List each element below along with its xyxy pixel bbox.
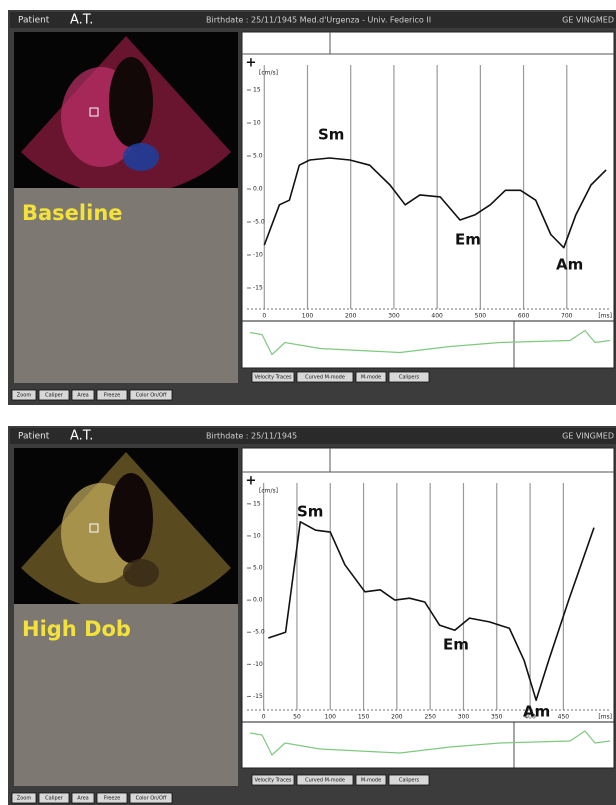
vendor: GE VINGMED (562, 432, 614, 441)
y-tick-label: -5.0 (253, 629, 265, 636)
y-tick-label: -15 (253, 693, 263, 700)
y-tick-label: 5.0 (253, 153, 263, 160)
x-unit: [ms] (598, 714, 612, 721)
wave-annotation: Am (523, 703, 550, 721)
y-tick-label: 15 (253, 500, 261, 507)
echo-cavity (109, 57, 153, 147)
tab-label[interactable]: M-mode (361, 375, 381, 381)
wave-annotation: Sm (297, 503, 323, 521)
button-label[interactable]: Area (77, 393, 89, 399)
wave-annotation: Am (556, 256, 583, 274)
monitor-panel: Patient A.T. Birthdate : 25/11/1945 Med.d'… (8, 10, 616, 405)
x-tick-label: 200 (391, 714, 403, 721)
birthdate: Birthdate : 25/11/1945 (206, 432, 297, 441)
screenshot: Patient A.T. Birthdate : 25/11/1945 Med.d'… (0, 0, 616, 805)
tab-label[interactable]: Velocity Traces (254, 778, 291, 784)
x-tick-label: 200 (345, 313, 357, 320)
y-tick-label: 0.0 (253, 186, 263, 193)
x-tick-label: 350 (491, 714, 503, 721)
button-label[interactable]: Zoom (17, 796, 32, 802)
y-tick-label: -5.0 (253, 219, 265, 226)
y-axis-plus: + (246, 56, 257, 71)
button-label[interactable]: Color On/Off (136, 393, 167, 399)
echo-flow (123, 143, 159, 171)
x-tick-label: 450 (558, 714, 570, 721)
button-label[interactable]: Caliper (45, 393, 64, 399)
tab-label[interactable]: M-mode (361, 778, 381, 784)
button-label[interactable]: Caliper (45, 796, 64, 802)
patient-name: A.T. (70, 13, 93, 28)
x-tick-label: 300 (458, 714, 470, 721)
x-tick-label: 600 (518, 313, 530, 320)
y-tick-label: 5.0 (253, 565, 263, 572)
patient-name: A.T. (70, 429, 93, 444)
y-unit: [cm/s] (259, 488, 278, 495)
button-label[interactable]: Zoom (17, 393, 32, 399)
wave-annotation: Sm (318, 126, 344, 144)
x-tick-label: 150 (358, 714, 370, 721)
x-tick-label: 700 (561, 313, 573, 320)
wave-annotation: Em (443, 636, 469, 654)
condition-label: High Dob (22, 617, 131, 641)
echo-cavity (109, 473, 153, 563)
button-label[interactable]: Area (77, 796, 89, 802)
tab-label[interactable]: Velocity Traces (254, 375, 291, 381)
x-tick-label: 300 (388, 313, 400, 320)
plot-window (242, 32, 614, 368)
x-tick-label: 500 (475, 313, 487, 320)
y-tick-label: 10 (253, 120, 261, 127)
y-tick-label: 10 (253, 532, 261, 539)
x-tick-label: 100 (302, 313, 314, 320)
y-tick-label: -10 (253, 661, 263, 668)
x-unit: [ms] (598, 313, 612, 320)
x-tick-label: 50 (293, 714, 301, 721)
monitor-panel: Patient A.T. Birthdate : 25/11/1945 GE VING… (8, 426, 616, 805)
y-tick-label: 15 (253, 87, 261, 94)
wave-annotation: Em (455, 231, 481, 249)
button-label[interactable]: Freeze (104, 796, 120, 802)
x-tick-label: 0 (262, 714, 266, 721)
y-tick-label: 0.0 (253, 597, 263, 604)
tab-label[interactable]: Curved M-mode (305, 375, 345, 381)
tab-label[interactable]: Calipers (399, 778, 420, 784)
button-label[interactable]: Freeze (104, 393, 120, 399)
y-axis-plus: + (246, 474, 257, 489)
patient-label: Patient (18, 432, 50, 442)
x-tick-label: 250 (424, 714, 436, 721)
x-tick-label: 0 (262, 313, 266, 320)
y-unit: [cm/s] (259, 70, 278, 77)
condition-label: Baseline (22, 201, 123, 225)
tab-label[interactable]: Curved M-mode (305, 778, 345, 784)
button-label[interactable]: Color On/Off (136, 796, 167, 802)
y-tick-label: -15 (253, 285, 263, 292)
vendor: GE VINGMED (562, 16, 614, 25)
birthdate: Birthdate : 25/11/1945 Med.d'Urgenza - U… (206, 16, 431, 25)
patient-label: Patient (18, 16, 50, 26)
y-tick-label: -10 (253, 252, 263, 259)
header-bar (10, 428, 616, 444)
echo-flow (123, 559, 159, 587)
tab-label[interactable]: Calipers (399, 375, 420, 381)
x-tick-label: 100 (325, 714, 337, 721)
x-tick-label: 400 (431, 313, 443, 320)
